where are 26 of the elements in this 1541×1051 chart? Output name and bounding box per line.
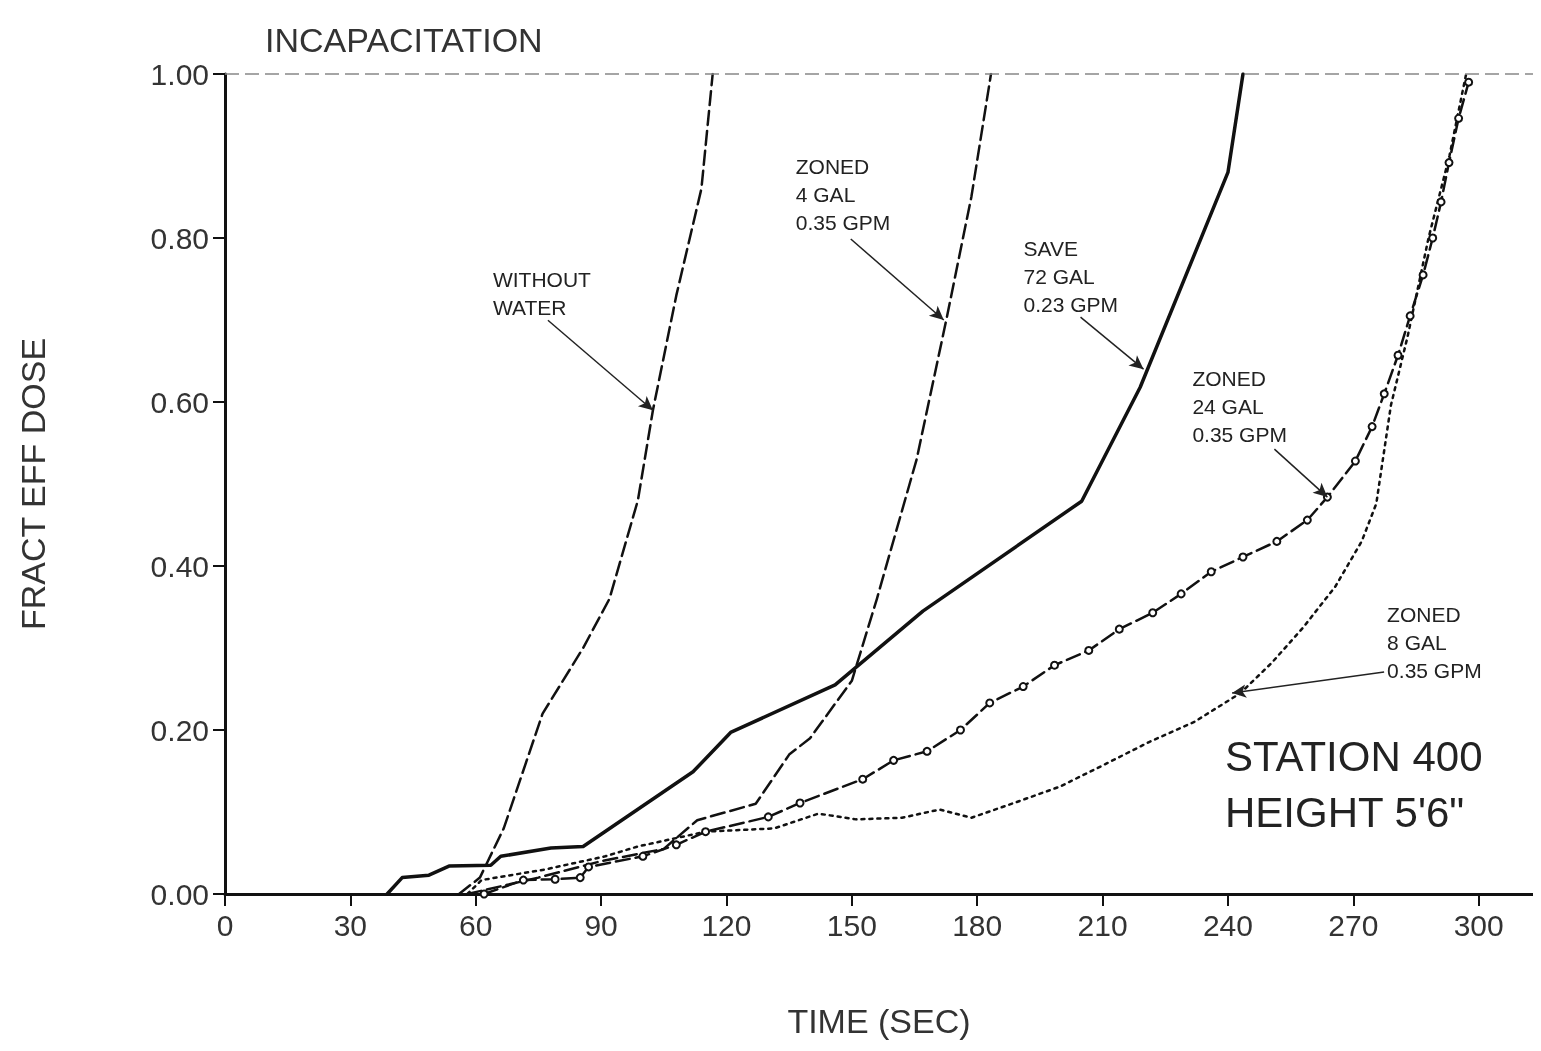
x-tick-label: 180 bbox=[952, 908, 1003, 942]
y-tick-label: 0.00 bbox=[150, 877, 209, 911]
y-tick-label: 0.40 bbox=[150, 549, 209, 583]
x-tick-label: 300 bbox=[1453, 908, 1504, 942]
x-tick-label: 120 bbox=[701, 908, 752, 942]
annotation: STATION 400 HEIGHT 5'6" bbox=[1225, 732, 1483, 836]
y-tick-label: 0.20 bbox=[150, 713, 209, 747]
x-tick-label: 240 bbox=[1202, 908, 1253, 942]
annotation: ZONED 24 GAL 0.35 GPM bbox=[1192, 366, 1287, 446]
annotation: ZONED 8 GAL 0.35 GPM bbox=[1387, 602, 1482, 682]
chart-title: INCAPACITATION bbox=[265, 21, 543, 59]
x-tick-label: 210 bbox=[1077, 908, 1128, 942]
annotation: SAVE 72 GAL 0.23 GPM bbox=[1023, 236, 1119, 316]
x-tick-label: 150 bbox=[826, 908, 877, 942]
y-tick-label: 1.00 bbox=[150, 57, 209, 91]
x-tick-label: 30 bbox=[333, 908, 368, 942]
y-tick-label: 0.80 bbox=[150, 221, 209, 255]
x-tick-label: 90 bbox=[584, 908, 618, 942]
x-tick-label: 270 bbox=[1328, 908, 1379, 942]
y-tick-label: 0.60 bbox=[150, 385, 209, 419]
x-tick-label: 0 bbox=[216, 908, 234, 942]
x-axis-title: TIME (SEC) bbox=[787, 1002, 971, 1040]
y-axis-title: FRACT EFF DOSE bbox=[14, 337, 52, 631]
annotation: ZONED 4 GAL 0.35 GPM bbox=[795, 154, 891, 234]
x-tick-label: 60 bbox=[459, 908, 493, 942]
annotation: WITHOUT WATER bbox=[492, 267, 592, 319]
